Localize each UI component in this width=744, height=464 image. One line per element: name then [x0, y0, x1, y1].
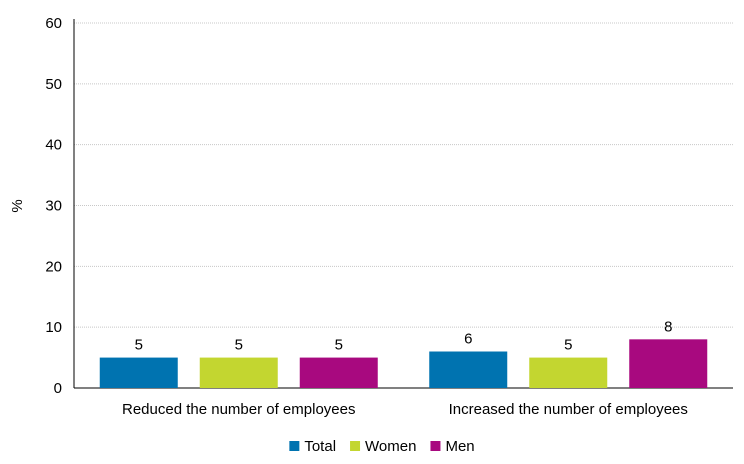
data-label: 5: [335, 337, 343, 354]
y-tick-label: 0: [54, 380, 62, 397]
data-label: 5: [235, 337, 243, 354]
x-category-label: Reduced the number of employees: [122, 401, 355, 418]
bar-men-1: [629, 339, 708, 388]
y-tick-label: 40: [45, 137, 62, 154]
bar-women-1: [529, 357, 608, 388]
bar-total-1: [429, 351, 508, 388]
data-labels: 5 5 5 6 5 8: [135, 318, 673, 353]
x-category-label: Increased the number of employees: [449, 401, 688, 418]
y-tick-label: 20: [45, 258, 62, 275]
legend-label-women: Women: [365, 438, 416, 455]
legend-label-men: Men: [445, 438, 474, 455]
legend-swatch-men: [430, 441, 441, 451]
bars: [99, 339, 708, 388]
data-label: 6: [464, 331, 472, 348]
bar-women-0: [199, 357, 278, 388]
axes: 0 10 20 30 40 50 60 Reduced the number of emplo…: [45, 15, 733, 418]
gridlines: [74, 22, 733, 328]
legend-swatch-women: [350, 441, 361, 451]
data-label: 5: [135, 337, 143, 354]
legend: Total Women Men: [289, 438, 475, 455]
y-tick-label: 50: [45, 76, 62, 93]
y-tick-label: 60: [45, 15, 62, 32]
y-tick-label: 10: [45, 319, 62, 336]
y-axis-label: %: [9, 199, 26, 212]
y-tick-label: 30: [45, 198, 62, 215]
legend-label-total: Total: [304, 438, 336, 455]
bar-total-0: [99, 357, 178, 388]
bar-men-0: [299, 357, 378, 388]
data-label: 5: [564, 337, 572, 354]
legend-swatch-total: [289, 441, 300, 451]
data-label: 8: [664, 318, 672, 335]
